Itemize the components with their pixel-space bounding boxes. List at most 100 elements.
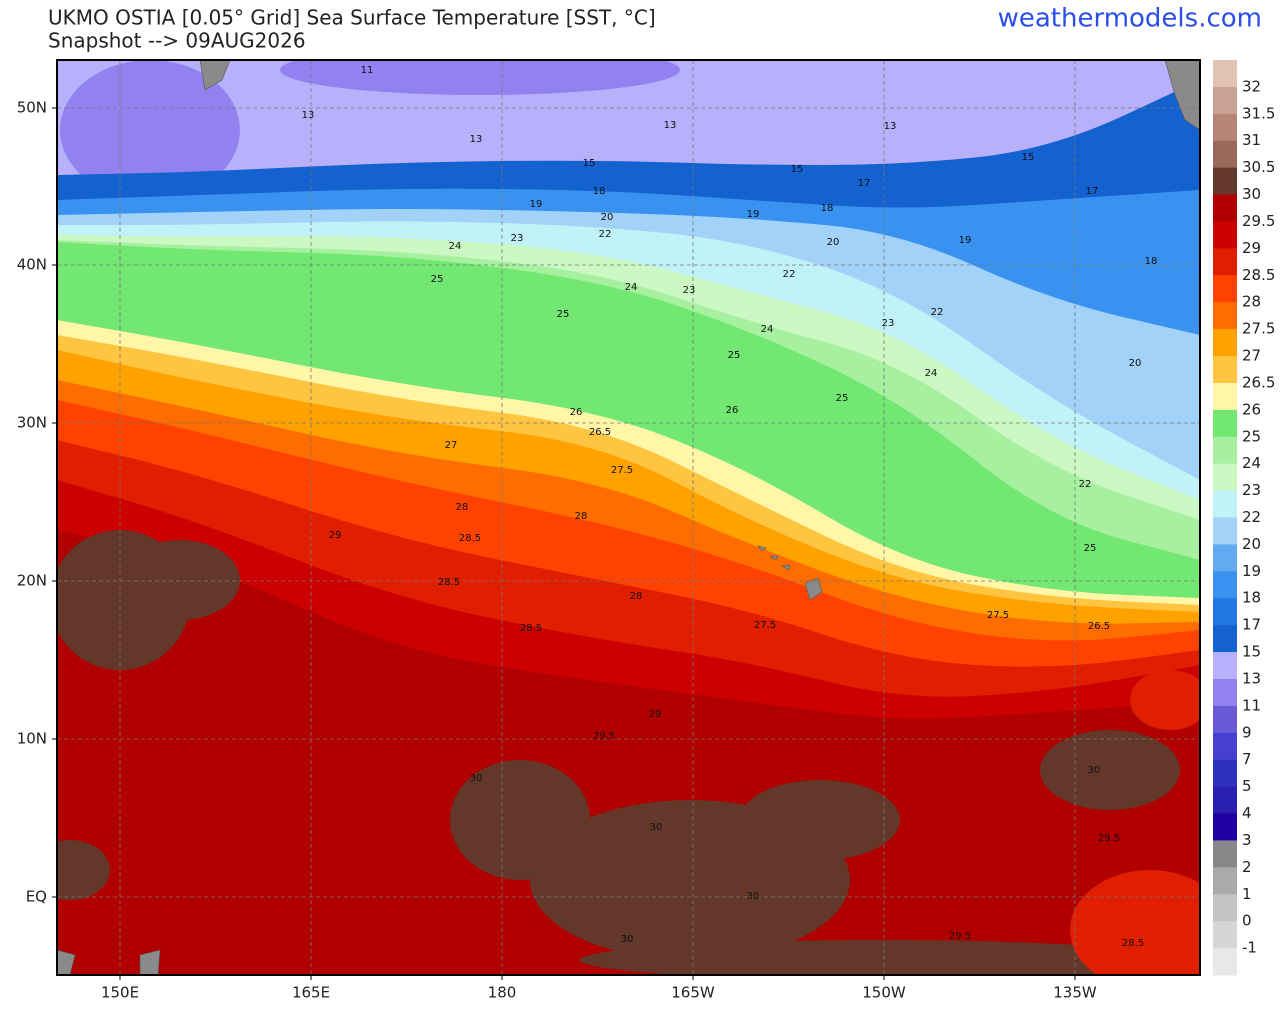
contour-label: 28.5 [438, 577, 460, 588]
title: UKMO OSTIA [0.05° Grid] Sea Surface Temp… [48, 6, 656, 30]
contour-label: 29.5 [949, 931, 971, 942]
colorbar-label: 17 [1242, 616, 1261, 634]
lon-label: 150E [101, 984, 139, 1002]
colorbar-swatch [1213, 356, 1237, 384]
contour-label: 28.5 [520, 623, 542, 634]
contour-label: 25 [836, 393, 849, 404]
contour-label: 24 [625, 282, 638, 293]
contour-label: 30 [747, 891, 760, 902]
colorbar-swatch [1213, 86, 1237, 115]
lat-label: 20N [17, 572, 47, 590]
contour-label: 13 [302, 110, 315, 121]
colorbar-label: 31 [1242, 131, 1261, 149]
colorbar-label: 30 [1242, 185, 1261, 203]
contour-label: 25 [431, 274, 444, 285]
contour-label: 30 [1088, 765, 1101, 776]
contour-label: 11 [361, 65, 374, 76]
contour-label: 28 [456, 502, 469, 513]
colorbar-swatch [1213, 329, 1237, 357]
colorbar-swatch [1213, 463, 1237, 492]
contour-label: 22 [931, 307, 944, 318]
colorbar-swatch [1213, 275, 1237, 303]
colorbar-swatch [1213, 867, 1237, 895]
colorbar-swatch [1213, 598, 1237, 626]
contour-label: 27 [445, 440, 458, 451]
contour-label: 24 [925, 368, 938, 379]
colorbar-label: 23 [1242, 481, 1261, 499]
colorbar-swatch [1213, 517, 1237, 545]
colorbar-label: 30.5 [1242, 158, 1275, 176]
contour-label: 22 [599, 229, 612, 240]
contour-label: 25 [1084, 543, 1097, 554]
colorbar-label: 27 [1242, 347, 1261, 365]
colorbar-swatch [1213, 921, 1237, 949]
contour-label: 23 [882, 318, 895, 329]
lat-label: EQ [26, 888, 47, 906]
colorbar-label: 9 [1242, 723, 1252, 741]
sst-patch [580, 940, 1180, 975]
map-area: 11 13 13 13 13 15 15 15 17 17 18 18 19 19 19 20 20 22 22 22… [57, 60, 1200, 975]
colorbar-swatch [1213, 732, 1237, 761]
contour-label: 30 [650, 822, 663, 833]
contour-label: 30 [621, 934, 634, 945]
colorbar-label: 32 [1242, 77, 1261, 95]
colorbar-swatch [1213, 140, 1237, 169]
contour-label: 25 [728, 350, 741, 361]
colorbar-label: 24 [1242, 454, 1261, 472]
colorbar-swatch [1213, 894, 1237, 922]
contour-label: 28.5 [1122, 938, 1144, 949]
colorbar-label: 19 [1242, 562, 1261, 580]
map-frame [56, 59, 1201, 976]
colorbar-label: 20 [1242, 535, 1261, 553]
colorbar-label: 25 [1242, 427, 1261, 445]
colorbar-swatch [1213, 436, 1237, 465]
contour-label: 27.5 [987, 610, 1009, 621]
contour-label: 18 [1145, 256, 1158, 267]
colorbar-swatch [1213, 167, 1237, 196]
sst-patch [57, 840, 110, 900]
colorbar-label: 7 [1242, 750, 1252, 768]
contour-label: 23 [683, 285, 696, 296]
land [804, 577, 823, 601]
contour-label: 24 [449, 241, 462, 252]
contour-label: 22 [783, 269, 796, 280]
contour-label: 24 [761, 324, 774, 335]
colorbar-swatch [1213, 248, 1237, 276]
lat-label: 10N [17, 730, 47, 748]
contour-label: 22 [1079, 479, 1092, 490]
contour-label: 18 [821, 203, 834, 214]
colorbar-swatch [1213, 490, 1237, 518]
contour-label: 13 [470, 134, 483, 145]
colorbar-label: 28 [1242, 293, 1261, 311]
land [139, 949, 161, 975]
contour-label: 17 [1086, 186, 1099, 197]
colorbar-swatch [1213, 221, 1237, 249]
colorbar-label: 2 [1242, 858, 1252, 876]
colorbar-label: 15 [1242, 643, 1261, 661]
contour-label: 18 [593, 186, 606, 197]
colorbar-swatch [1213, 786, 1237, 815]
contour-label: 20 [601, 212, 614, 223]
colorbar-swatch [1213, 625, 1237, 653]
lon-label: 150W [862, 984, 906, 1002]
colorbar-label: 1 [1242, 885, 1252, 903]
contour-label: 19 [747, 209, 760, 220]
colorbar-swatch [1213, 571, 1237, 599]
contour-label: 30 [470, 773, 483, 784]
contour-label: 29.5 [593, 731, 615, 742]
subtitle: Snapshot --> 09AUG2026 [48, 29, 306, 53]
colorbar-label: 29 [1242, 239, 1261, 257]
colorbar-swatch [1213, 759, 1237, 788]
contour-label: 26 [570, 407, 583, 418]
colorbar-label: 26.5 [1242, 373, 1275, 391]
colorbar-label: 29.5 [1242, 212, 1275, 230]
contour-label: 29 [649, 709, 662, 720]
colorbar-label: -1 [1242, 939, 1257, 957]
lat-label: 40N [17, 256, 47, 274]
sst-band [57, 530, 1200, 975]
colorbar-label: 31.5 [1242, 104, 1275, 122]
contour-label: 20 [827, 237, 840, 248]
colorbar-label: 22 [1242, 508, 1261, 526]
colorbar-label: 11 [1242, 696, 1261, 714]
colorbar-label: 5 [1242, 777, 1252, 795]
